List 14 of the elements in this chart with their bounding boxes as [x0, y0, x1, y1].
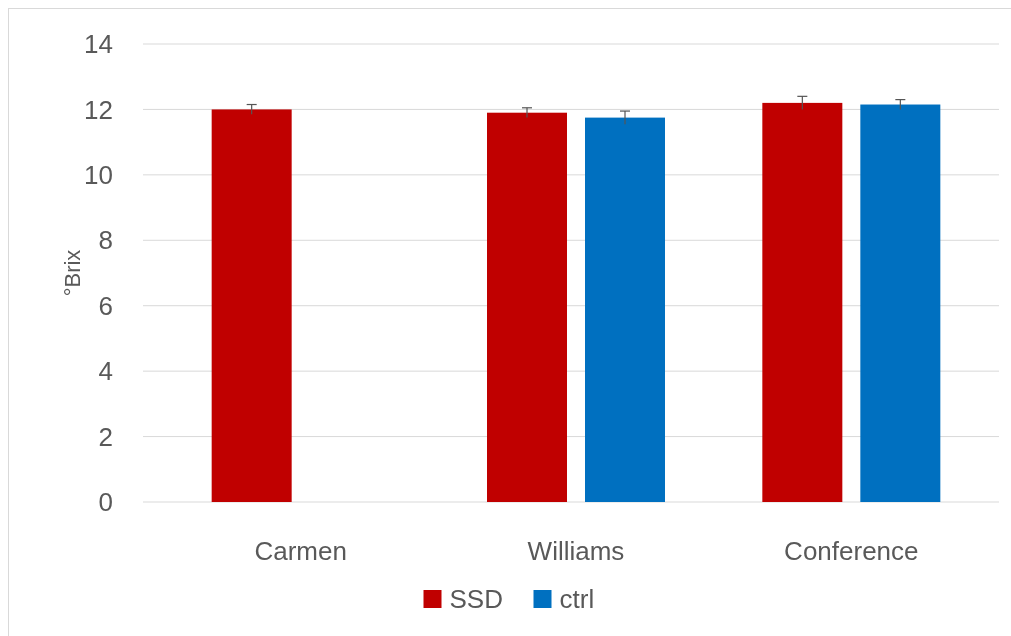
y-tick-label: 8	[98, 225, 113, 256]
y-tick-label: 2	[98, 421, 113, 452]
y-tick-label: 6	[98, 290, 113, 321]
y-tick-label: 14	[84, 29, 113, 60]
legend-label: ctrl	[559, 584, 595, 615]
y-tick-label: 10	[84, 159, 113, 190]
x-tick-label: Carmen	[254, 536, 347, 566]
y-tick-label: 0	[98, 487, 113, 518]
legend-label: SSD	[449, 584, 503, 615]
y-axis-title: °Brix	[60, 249, 85, 297]
x-tick-label: Williams	[527, 536, 625, 566]
x-tick-label: Conference	[784, 536, 919, 566]
y-tick-label: 12	[84, 94, 113, 125]
y-tick-label: 4	[98, 356, 113, 387]
